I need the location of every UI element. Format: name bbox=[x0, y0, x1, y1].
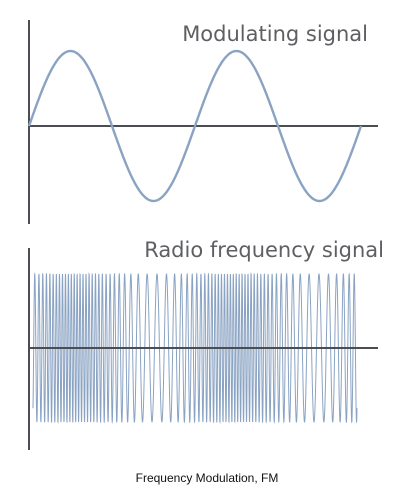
radio-frequency-wave bbox=[32, 272, 358, 424]
figure-caption: Frequency Modulation, FM bbox=[135, 471, 279, 485]
radio-frequency-panel: Radio frequency signal bbox=[28, 238, 384, 450]
modulating-sine-wave bbox=[27, 49, 363, 203]
modulating-signal-title: Modulating signal bbox=[182, 22, 368, 46]
radio-frequency-title: Radio frequency signal bbox=[144, 238, 384, 262]
modulating-signal-panel: Modulating signal bbox=[27, 20, 378, 224]
